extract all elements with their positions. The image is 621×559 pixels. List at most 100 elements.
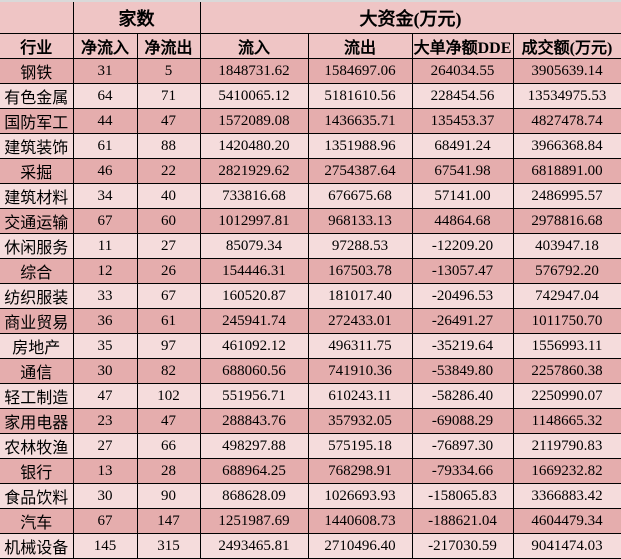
- value-cell: 315: [136, 533, 201, 559]
- value-cell: 12: [72, 258, 138, 284]
- value-cell: 167503.78: [307, 258, 413, 284]
- value-cell: 461092.12: [199, 333, 309, 359]
- column-header-net-inflow-count[interactable]: 净流入: [72, 33, 138, 59]
- value-cell: -217030.59: [411, 533, 514, 559]
- value-cell: 40: [136, 183, 201, 209]
- column-header-net-outflow-count[interactable]: 净流出: [136, 33, 201, 59]
- value-cell: 2486995.57: [512, 183, 621, 209]
- value-cell: 26: [136, 258, 201, 284]
- value-cell: -76897.30: [411, 433, 514, 459]
- value-cell: 4827478.74: [512, 108, 621, 134]
- value-cell: 272433.01: [307, 308, 413, 334]
- table-row[interactable]: 休闲服务 11 27 85079.34 97288.53 -12209.20 403947.…: [0, 233, 621, 259]
- value-cell: -53849.80: [411, 358, 514, 384]
- value-cell: -20496.53: [411, 283, 514, 309]
- table-row[interactable]: 建筑装饰 61 88 1420480.20 1351988.96 68491.24 3966…: [0, 133, 621, 159]
- table-row[interactable]: 钢铁 31 5 1848731.62 1584697.06 264034.55 390563…: [0, 58, 621, 84]
- industry-cell: 综合: [0, 258, 74, 284]
- value-cell: 742947.04: [512, 283, 621, 309]
- value-cell: 288843.76: [199, 408, 309, 434]
- value-cell: 1556993.11: [512, 333, 621, 359]
- table-row[interactable]: 有色金属 64 71 5410065.12 5181610.56 228454.56 135…: [0, 83, 621, 109]
- column-header-inflow[interactable]: 流入: [199, 33, 309, 59]
- table-row[interactable]: 机械设备 145 315 2493465.81 2710496.40 -217030.59…: [0, 533, 621, 559]
- value-cell: 6818891.00: [512, 158, 621, 184]
- table-row[interactable]: 国防军工 44 47 1572089.08 1436635.71 135453.37 482…: [0, 108, 621, 134]
- table-row[interactable]: 纺织服装 33 67 160520.87 181017.40 -20496.53 74294…: [0, 283, 621, 309]
- value-cell: 47: [136, 408, 201, 434]
- table-row[interactable]: 房地产 35 97 461092.12 496311.75 -35219.64 155699…: [0, 333, 621, 359]
- value-cell: 1351988.96: [307, 133, 413, 159]
- value-cell: 61: [136, 308, 201, 334]
- column-header-outflow[interactable]: 流出: [307, 33, 413, 59]
- value-cell: 154446.31: [199, 258, 309, 284]
- value-cell: 88: [136, 133, 201, 159]
- value-cell: 1848731.62: [199, 58, 309, 84]
- table-row[interactable]: 农林牧渔 27 66 498297.88 575195.18 -76897.30 21197…: [0, 433, 621, 459]
- value-cell: 403947.18: [512, 233, 621, 259]
- value-cell: 31: [72, 58, 138, 84]
- value-cell: 1026693.93: [307, 483, 413, 509]
- value-cell: 2493465.81: [199, 533, 309, 559]
- value-cell: 741910.36: [307, 358, 413, 384]
- value-cell: 5181610.56: [307, 83, 413, 109]
- value-cell: 66: [136, 433, 201, 459]
- value-cell: 35: [72, 333, 138, 359]
- industry-cell: 食品饮料: [0, 483, 74, 509]
- value-cell: 688060.56: [199, 358, 309, 384]
- value-cell: 102: [136, 383, 201, 409]
- table-row[interactable]: 综合 12 26 154446.31 167503.78 -13057.47 576792.…: [0, 258, 621, 284]
- value-cell: 97: [136, 333, 201, 359]
- industry-cell: 建筑装饰: [0, 133, 74, 159]
- value-cell: 264034.55: [411, 58, 514, 84]
- value-cell: 34: [72, 183, 138, 209]
- value-cell: 47: [72, 383, 138, 409]
- value-cell: 67: [136, 283, 201, 309]
- column-header-dde-net[interactable]: 大单净额DDE: [411, 33, 514, 59]
- value-cell: 968133.13: [307, 208, 413, 234]
- group-header-big-funds: 大资金(万元): [199, 2, 621, 34]
- value-cell: 1251987.69: [199, 508, 309, 534]
- value-cell: 160520.87: [199, 283, 309, 309]
- industry-cell: 纺织服装: [0, 283, 74, 309]
- corner-cell: [0, 2, 74, 34]
- table-row[interactable]: 银行 13 28 688964.25 768298.91 -79334.66 1669232…: [0, 458, 621, 484]
- industry-cell: 钢铁: [0, 58, 74, 84]
- value-cell: 2978816.68: [512, 208, 621, 234]
- industry-cell: 汽车: [0, 508, 74, 534]
- value-cell: 496311.75: [307, 333, 413, 359]
- value-cell: 11: [72, 233, 138, 259]
- table-row[interactable]: 轻工制造 47 102 551956.71 610243.11 -58286.40 2250…: [0, 383, 621, 409]
- table-row[interactable]: 交通运输 67 60 1012997.81 968133.13 44864.68 29788…: [0, 208, 621, 234]
- value-cell: 44864.68: [411, 208, 514, 234]
- table-row[interactable]: 建筑材料 34 40 733816.68 676675.68 57141.00 248699…: [0, 183, 621, 209]
- value-cell: -12209.20: [411, 233, 514, 259]
- column-header-industry[interactable]: 行业: [0, 33, 74, 59]
- industry-cell: 通信: [0, 358, 74, 384]
- value-cell: 768298.91: [307, 458, 413, 484]
- group-header-row: 家数 大资金(万元): [0, 2, 621, 34]
- value-cell: 1572089.08: [199, 108, 309, 134]
- value-cell: 28: [136, 458, 201, 484]
- table-row[interactable]: 家用电器 23 47 288843.76 357932.05 -69088.29 11486…: [0, 408, 621, 434]
- value-cell: 27: [72, 433, 138, 459]
- table-row[interactable]: 商业贸易 36 61 245941.74 272433.01 -26491.27 10117…: [0, 308, 621, 334]
- table-row[interactable]: 食品饮料 30 90 868628.09 1026693.93 -158065.83 336…: [0, 483, 621, 509]
- value-cell: 576792.20: [512, 258, 621, 284]
- industry-cell: 机械设备: [0, 533, 74, 559]
- table-row[interactable]: 通信 30 82 688060.56 741910.36 -53849.80 2257860…: [0, 358, 621, 384]
- value-cell: 2821929.62: [199, 158, 309, 184]
- industry-cell: 采掘: [0, 158, 74, 184]
- value-cell: 67: [72, 208, 138, 234]
- value-cell: 22: [136, 158, 201, 184]
- value-cell: 1011750.70: [512, 308, 621, 334]
- value-cell: 60: [136, 208, 201, 234]
- table-row[interactable]: 采掘 46 22 2821929.62 2754387.64 67541.98 681889…: [0, 158, 621, 184]
- value-cell: 1012997.81: [199, 208, 309, 234]
- value-cell: 46: [72, 158, 138, 184]
- value-cell: 67541.98: [411, 158, 514, 184]
- table-row[interactable]: 汽车 67 147 1251987.69 1440608.73 -188621.04 460…: [0, 508, 621, 534]
- value-cell: -35219.64: [411, 333, 514, 359]
- column-header-turnover[interactable]: 成交额(万元): [512, 33, 621, 59]
